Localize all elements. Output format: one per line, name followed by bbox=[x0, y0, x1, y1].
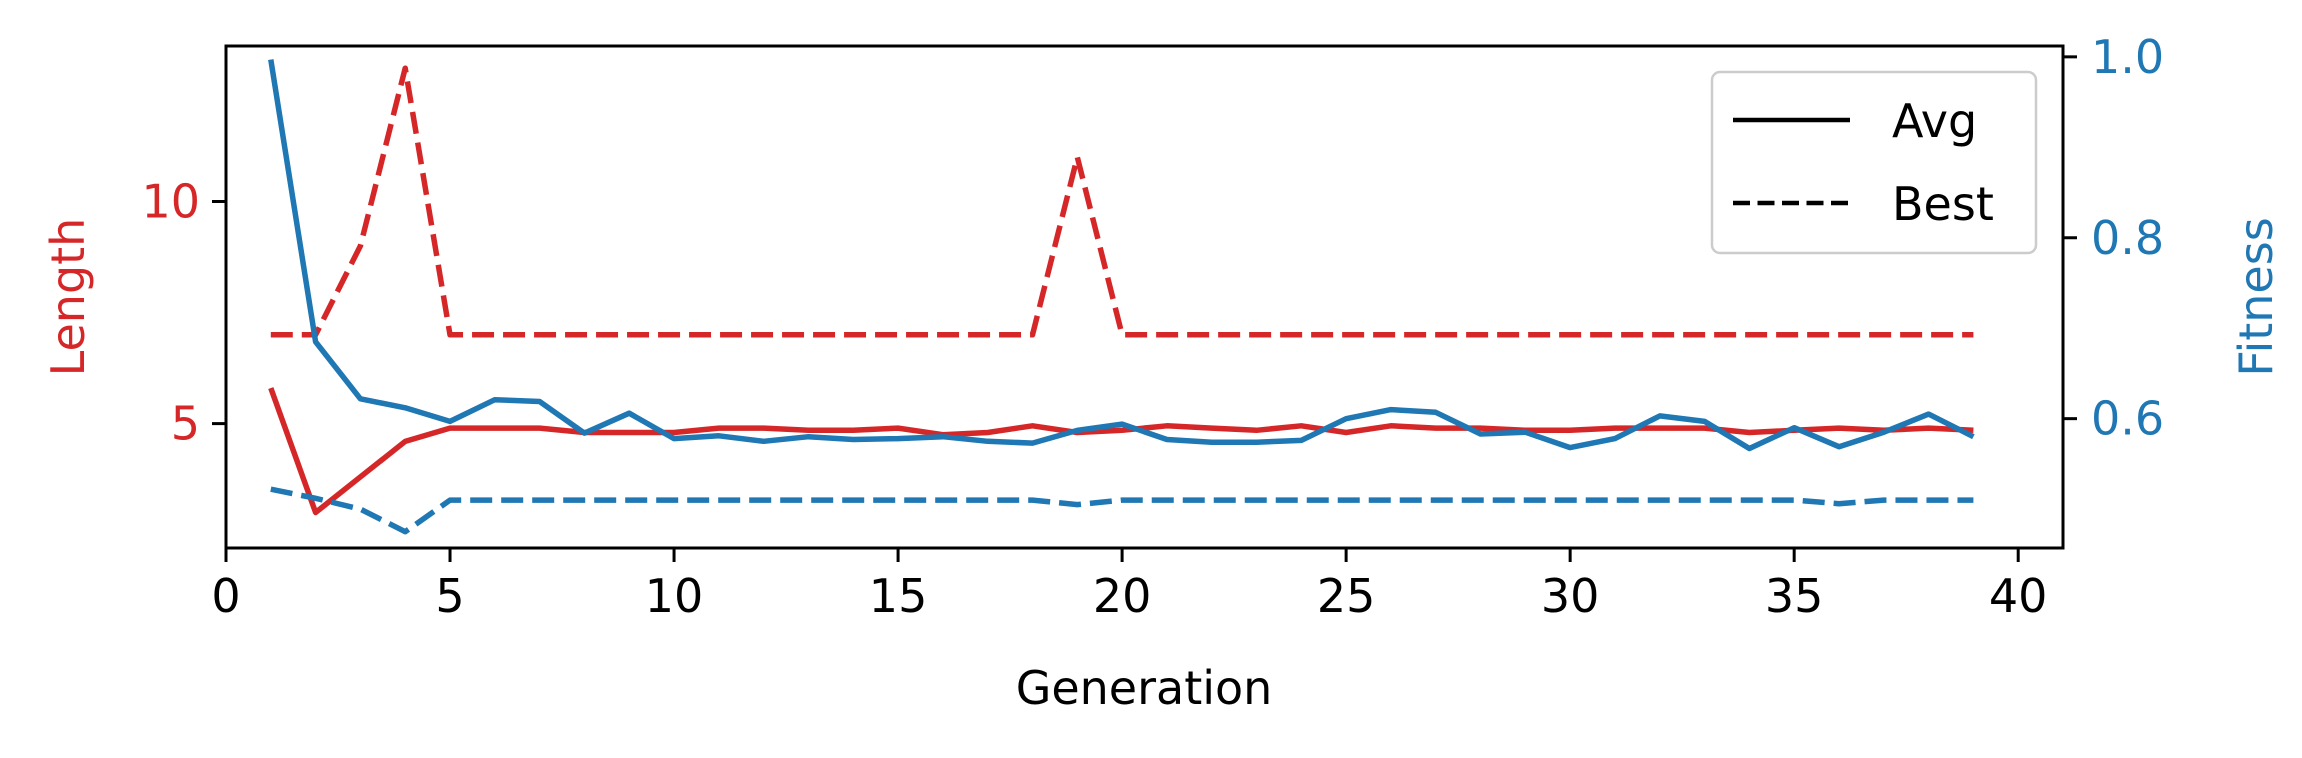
x-tick-label: 0 bbox=[211, 569, 240, 623]
series-line-fitness-best bbox=[270, 486, 1974, 535]
x-tick-label: 25 bbox=[1317, 569, 1376, 623]
x-tick-label: 5 bbox=[435, 569, 464, 623]
legend-box bbox=[1710, 70, 2038, 255]
plot-frame bbox=[224, 44, 2065, 550]
series-line-fitness-avg bbox=[268, 59, 1975, 452]
right-y-tick-label: 1.0 bbox=[2091, 30, 2164, 84]
x-tick-label: 20 bbox=[1093, 569, 1152, 623]
right-y-axis-title: Fitness bbox=[2229, 217, 2283, 376]
right-y-ticks: 0.6 0.8 1.0 bbox=[2063, 30, 2164, 446]
x-tick-label: 15 bbox=[869, 569, 928, 623]
series-line-length-avg bbox=[268, 387, 1974, 516]
x-tick-label: 10 bbox=[645, 569, 704, 623]
legend-avg-label: Avg bbox=[1892, 94, 1977, 148]
left-y-axis-title: Length bbox=[41, 218, 95, 377]
series-line-length-best bbox=[270, 65, 1974, 338]
left-y-tick-label: 5 bbox=[171, 397, 200, 451]
right-y-tick-label: 0.8 bbox=[2091, 211, 2164, 265]
left-y-tick-label: 10 bbox=[141, 174, 200, 228]
data-layer bbox=[268, 59, 1975, 535]
x-ticks: 0 5 10 15 20 25 30 35 40 bbox=[211, 548, 2047, 623]
legend: Avg Best bbox=[1710, 70, 2038, 255]
x-tick-label: 30 bbox=[1541, 569, 1600, 623]
x-tick-label: 40 bbox=[1989, 569, 2048, 623]
right-y-tick-label: 0.6 bbox=[2091, 392, 2164, 446]
x-tick-label: 35 bbox=[1765, 569, 1824, 623]
left-y-ticks: 5 10 bbox=[141, 174, 226, 451]
x-axis-title: Generation bbox=[1016, 661, 1273, 715]
legend-best-label: Best bbox=[1892, 177, 1994, 231]
